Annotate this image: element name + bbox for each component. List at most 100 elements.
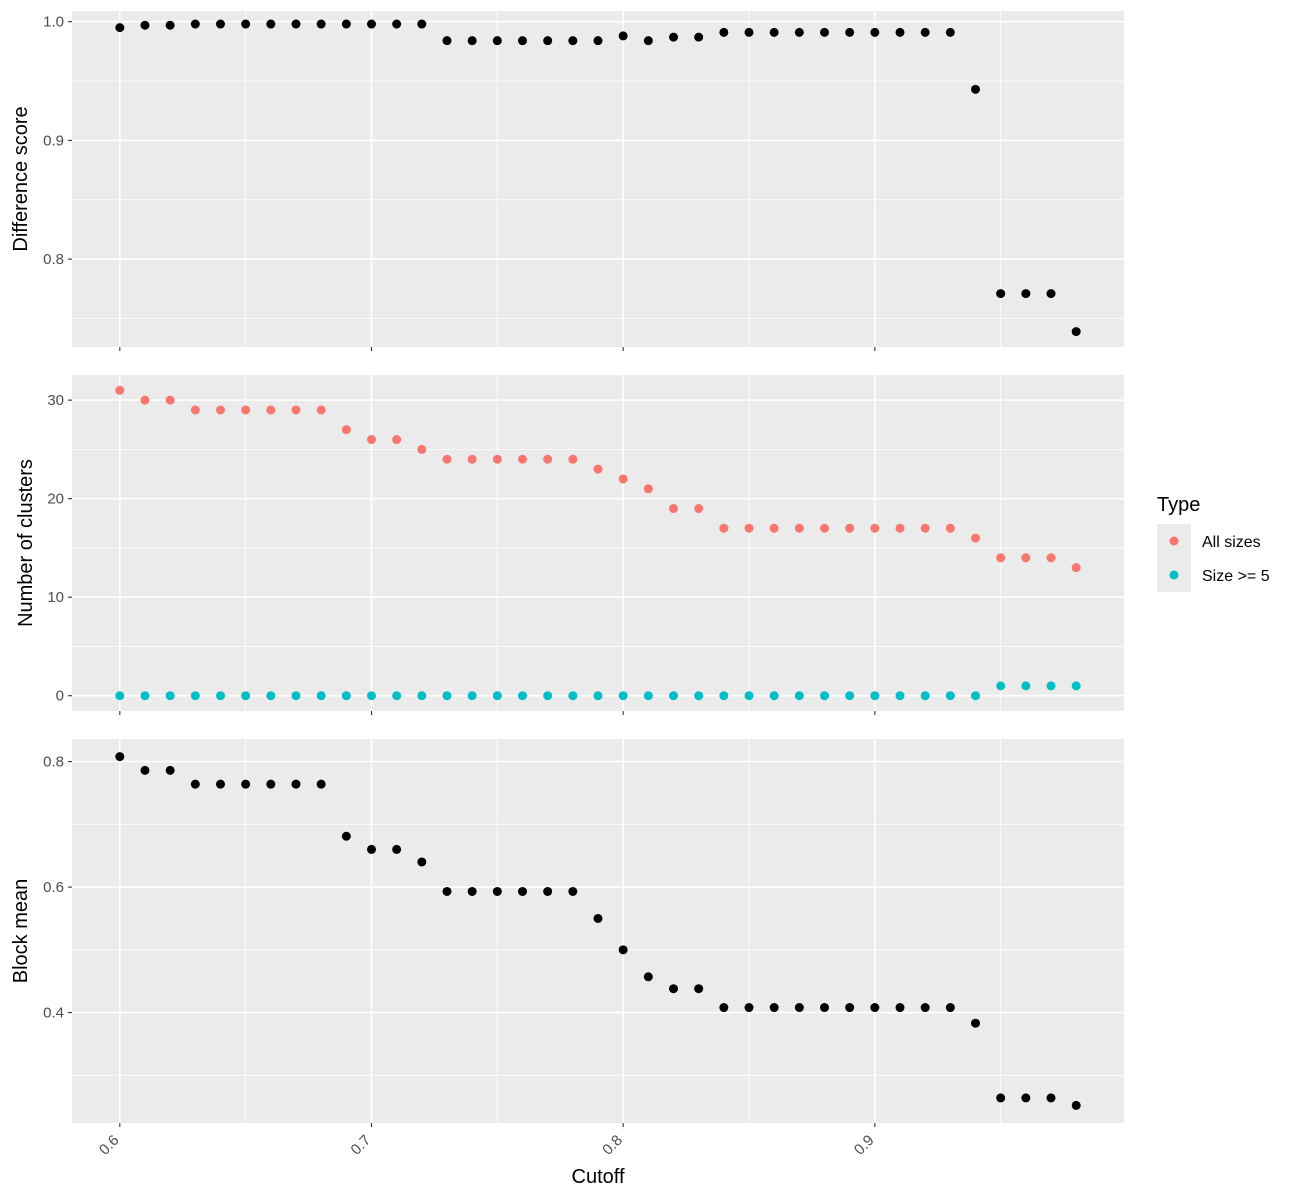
data-point bbox=[1046, 681, 1056, 691]
data-point bbox=[719, 1003, 729, 1013]
data-point bbox=[316, 779, 326, 789]
data-point bbox=[492, 691, 502, 701]
data-point bbox=[543, 691, 553, 701]
data-point bbox=[1021, 681, 1031, 691]
y-axis-title: Number of clusters bbox=[15, 459, 37, 627]
data-point bbox=[820, 1003, 830, 1013]
data-point bbox=[467, 36, 477, 46]
data-point bbox=[392, 19, 402, 29]
data-point bbox=[492, 454, 502, 464]
data-point bbox=[1071, 327, 1081, 337]
data-point bbox=[1046, 1093, 1056, 1103]
data-point bbox=[417, 19, 427, 29]
data-point bbox=[593, 464, 603, 474]
data-point bbox=[870, 27, 880, 37]
data-point bbox=[115, 23, 125, 33]
data-point bbox=[669, 984, 679, 994]
data-point bbox=[140, 765, 150, 775]
data-point bbox=[467, 691, 477, 701]
data-point bbox=[593, 691, 603, 701]
x-tick-label: 0.7 bbox=[348, 1132, 375, 1159]
data-point bbox=[215, 691, 225, 701]
data-point bbox=[794, 523, 804, 533]
data-point bbox=[945, 523, 955, 533]
data-point bbox=[643, 484, 653, 494]
data-point bbox=[694, 691, 704, 701]
data-point bbox=[971, 84, 981, 94]
data-point bbox=[266, 691, 276, 701]
x-axis: 0.6 0.7 0.8 0.9 bbox=[96, 1132, 878, 1159]
data-point bbox=[845, 1003, 855, 1013]
data-point bbox=[291, 691, 301, 701]
data-point bbox=[291, 405, 301, 415]
panel-background bbox=[72, 739, 1124, 1123]
data-point bbox=[442, 691, 452, 701]
data-point bbox=[694, 984, 704, 994]
data-point bbox=[190, 19, 200, 29]
data-point bbox=[266, 779, 276, 789]
legend-key-all-sizes bbox=[1169, 536, 1179, 546]
data-point bbox=[769, 1003, 779, 1013]
data-point bbox=[165, 20, 175, 30]
data-point bbox=[769, 691, 779, 701]
data-point bbox=[467, 454, 477, 464]
data-point bbox=[341, 691, 351, 701]
data-point bbox=[694, 32, 704, 42]
data-point bbox=[215, 405, 225, 415]
data-point bbox=[1046, 553, 1056, 563]
data-point bbox=[794, 27, 804, 37]
data-point bbox=[517, 691, 527, 701]
data-point bbox=[341, 831, 351, 841]
series-clusters-1 bbox=[115, 681, 1081, 701]
data-point bbox=[392, 435, 402, 445]
data-point bbox=[694, 504, 704, 514]
data-point bbox=[266, 405, 276, 415]
data-point bbox=[241, 19, 251, 29]
data-point bbox=[366, 844, 376, 854]
data-point bbox=[417, 444, 427, 454]
data-point bbox=[794, 691, 804, 701]
data-point bbox=[492, 886, 502, 896]
x-tick-label: 0.9 bbox=[851, 1132, 878, 1159]
data-point bbox=[543, 454, 553, 464]
data-point bbox=[165, 395, 175, 405]
legend-title: Type bbox=[1157, 494, 1200, 516]
data-point bbox=[996, 1093, 1006, 1103]
data-point bbox=[140, 691, 150, 701]
legend: Type All sizes Size >= 5 bbox=[1157, 494, 1270, 592]
legend-label-size-5: Size >= 5 bbox=[1202, 568, 1270, 585]
data-point bbox=[215, 779, 225, 789]
data-point bbox=[291, 779, 301, 789]
data-point bbox=[996, 553, 1006, 563]
data-point bbox=[845, 27, 855, 37]
panel-background bbox=[72, 375, 1124, 711]
data-point bbox=[895, 523, 905, 533]
data-point bbox=[316, 691, 326, 701]
data-point bbox=[1071, 1100, 1081, 1110]
data-point bbox=[241, 405, 251, 415]
data-point bbox=[845, 523, 855, 533]
data-point bbox=[719, 523, 729, 533]
y-tick-label: 20 bbox=[47, 491, 64, 508]
data-point bbox=[366, 691, 376, 701]
y-tick-label: 0.4 bbox=[43, 1005, 64, 1022]
series-difference-0 bbox=[115, 19, 1081, 337]
data-point bbox=[1021, 553, 1031, 563]
data-point bbox=[568, 36, 578, 46]
data-point bbox=[971, 533, 981, 543]
data-point bbox=[971, 691, 981, 701]
x-axis-title: Cutoff bbox=[572, 1166, 625, 1188]
data-point bbox=[593, 913, 603, 923]
data-point bbox=[517, 454, 527, 464]
data-point bbox=[1071, 681, 1081, 691]
data-point bbox=[820, 691, 830, 701]
panel-block-mean: 0.4 0.6 0.8 Block mean bbox=[10, 739, 1124, 1127]
data-point bbox=[996, 681, 1006, 691]
data-point bbox=[392, 844, 402, 854]
data-point bbox=[241, 779, 251, 789]
data-point bbox=[568, 691, 578, 701]
data-point bbox=[190, 779, 200, 789]
x-tick-label: 0.8 bbox=[599, 1132, 626, 1159]
data-point bbox=[140, 20, 150, 30]
data-point bbox=[517, 886, 527, 896]
